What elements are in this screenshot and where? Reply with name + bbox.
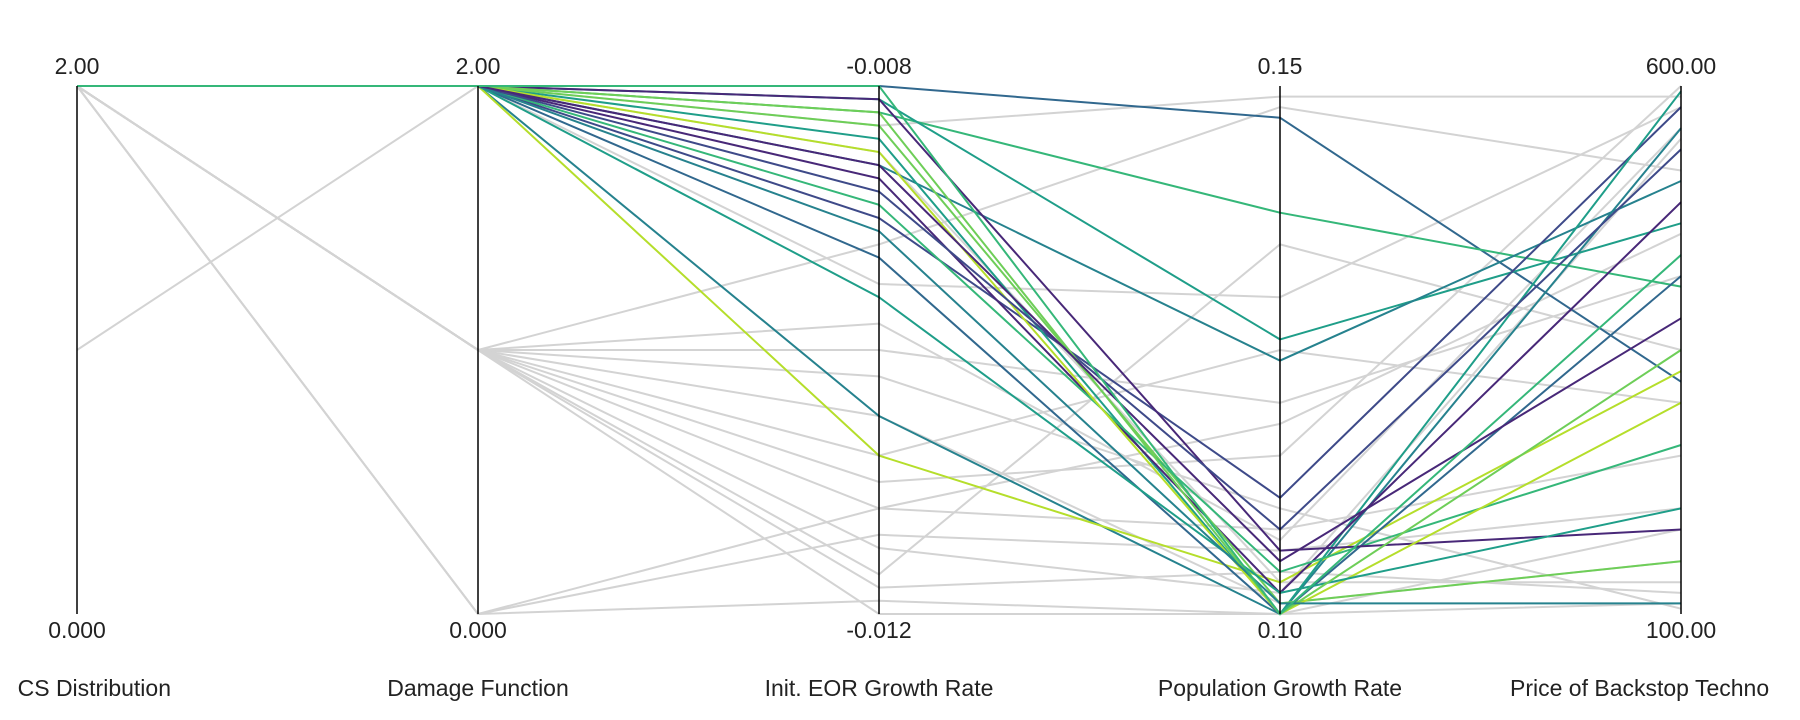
axis-title: Init. EOR Growth Rate (765, 675, 994, 701)
axis-tick-label: 2.00 (456, 53, 501, 79)
axis-title: Population Growth Rate (1158, 675, 1402, 701)
axis-title: Price of Backstop Techno (1510, 675, 1769, 701)
axis-tick-label: 100.00 (1646, 617, 1716, 643)
axis-tick-label: 600.00 (1646, 53, 1716, 79)
axis-tick-label: 0.10 (1258, 617, 1303, 643)
axis-tick-label: 0.15 (1258, 53, 1303, 79)
axis-tick-label: -0.012 (846, 617, 911, 643)
axis-tick-label: 0.000 (48, 617, 106, 643)
axis-tick-label: 0.000 (449, 617, 507, 643)
axis-title: CS Distribution (18, 675, 171, 701)
axis-tick-label: 2.00 (55, 53, 100, 79)
axis-tick-label: -0.008 (846, 53, 911, 79)
axis-title: Damage Function (387, 675, 569, 701)
